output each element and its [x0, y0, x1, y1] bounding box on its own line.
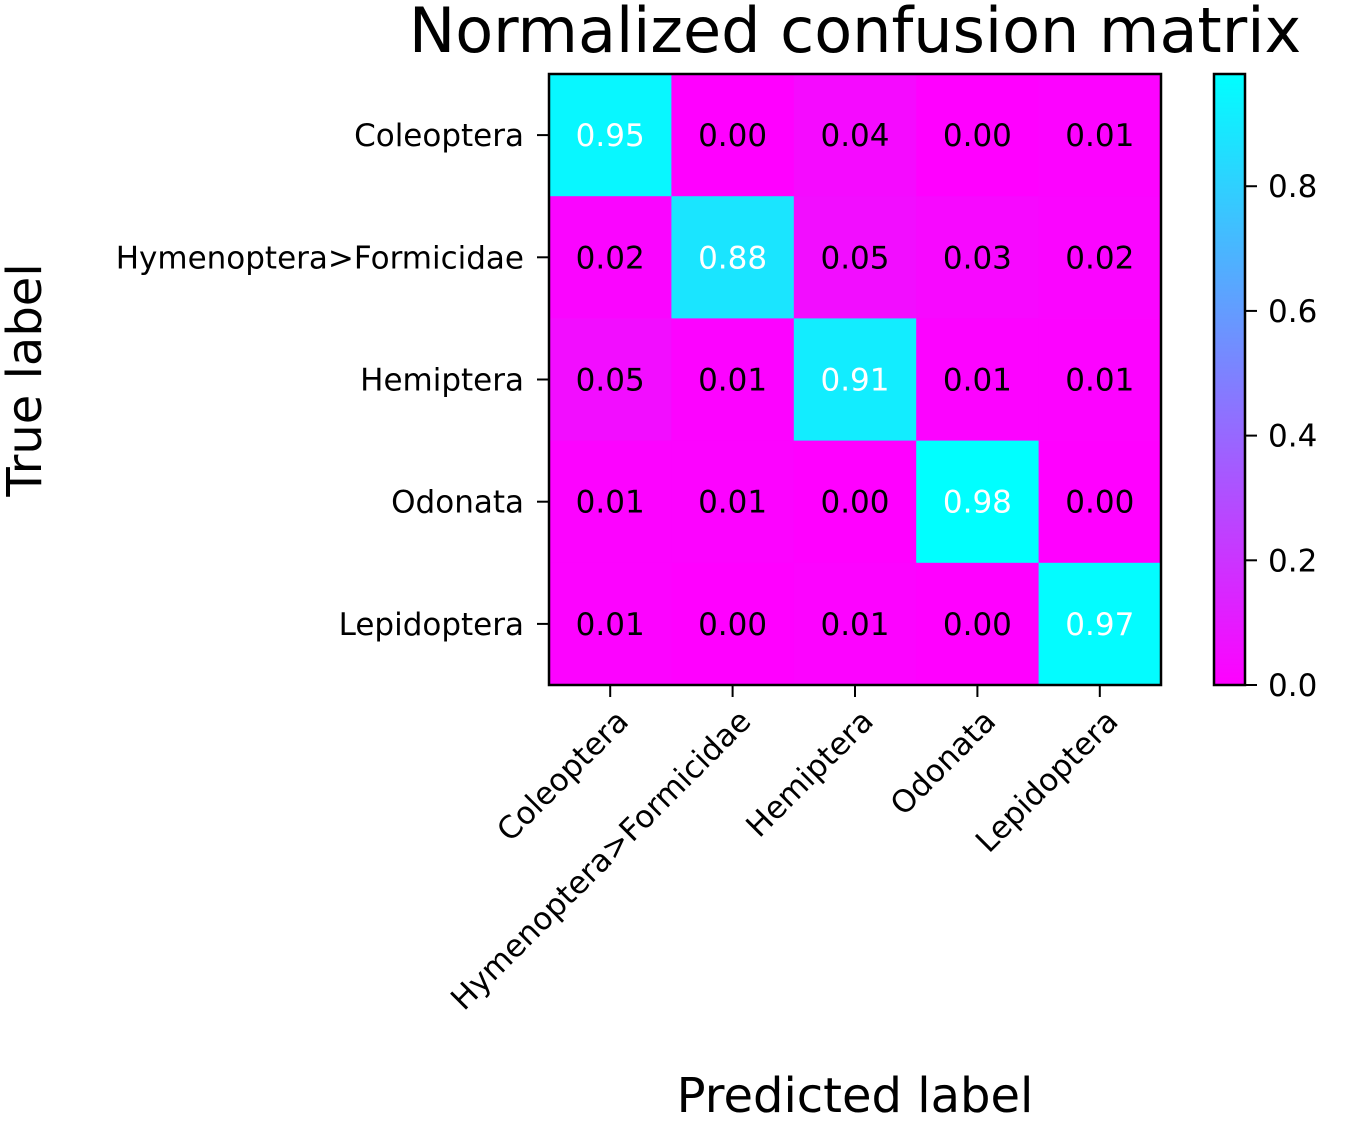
heatmap-cell [916, 196, 1040, 319]
x-axis-ticks: ColeopteraHymenoptera>FormicidaeHemipter… [444, 685, 1125, 1017]
heatmap-cell [671, 196, 795, 319]
heatmap-cell [793, 74, 917, 197]
heatmap-cells [549, 74, 1162, 686]
heatmap-cell [1038, 318, 1162, 442]
cell-value-label: 0.02 [1065, 240, 1134, 276]
cell-value-label: 0.05 [820, 240, 889, 276]
heatmap-cell [916, 318, 1040, 442]
colorbar-ticks: 0.0 0.2 0.4 0.6 0.8 [1245, 169, 1317, 704]
heatmap-cell [671, 440, 795, 564]
cell-value-label: 0.01 [576, 607, 645, 643]
chart-title: Normalized confusion matrix [409, 0, 1301, 67]
heatmap-cell [1038, 74, 1162, 197]
heatmap-cell [549, 440, 672, 564]
cell-value-label: 0.01 [576, 485, 645, 521]
cell-value-label: 0.88 [698, 240, 767, 276]
colorbar-gradient [1212, 72, 1247, 687]
cell-value-label: 0.00 [698, 607, 767, 643]
heatmap-cell [549, 562, 672, 686]
cell-value-label: 0.01 [698, 363, 767, 399]
heatmap-cell [916, 562, 1040, 686]
heatmap-cell [1038, 440, 1162, 564]
cell-value-label: 0.00 [698, 118, 767, 154]
y-tick-label: Lepidoptera [339, 607, 524, 643]
colorbar-tick-label: 0.6 [1268, 294, 1317, 330]
colorbar: 0.0 0.2 0.4 0.6 0.8 [1212, 72, 1317, 704]
heatmap-cell [793, 318, 917, 442]
cell-value-label: 0.03 [943, 240, 1012, 276]
cell-value-label: 0.01 [1065, 118, 1134, 154]
colorbar-tick-label: 0.2 [1268, 543, 1317, 579]
heatmap-cell [916, 440, 1040, 564]
heatmap-cell [549, 318, 672, 442]
heatmap-cell [793, 196, 917, 319]
cell-value-label: 0.01 [698, 485, 767, 521]
x-tick-label: Odonata [884, 703, 1003, 822]
heatmap-cell [1038, 196, 1162, 319]
cell-value-label: 0.01 [943, 363, 1012, 399]
x-tick-label: Hemiptera [739, 703, 880, 844]
y-tick-label: Coleoptera [354, 118, 524, 154]
y-tick-label: Odonata [391, 485, 524, 521]
cell-value-label: 0.91 [820, 363, 889, 399]
heatmap-cell [671, 318, 795, 442]
x-axis-label: Predicted label [677, 1068, 1034, 1124]
y-axis-label: True label [0, 263, 53, 497]
heatmap-cell [671, 74, 795, 197]
cell-value-label: 0.97 [1065, 607, 1134, 643]
heatmap-cell [793, 440, 917, 564]
colorbar-tick-label: 0.4 [1268, 419, 1317, 455]
cell-value-label: 0.04 [820, 118, 889, 154]
cell-value-label: 0.00 [1065, 485, 1134, 521]
heatmap-cell [916, 74, 1040, 197]
heatmap-cell [549, 196, 672, 319]
cell-value-label: 0.00 [943, 118, 1012, 154]
cell-value-label: 0.00 [943, 607, 1012, 643]
heatmap-cell [1038, 562, 1162, 686]
cell-value-label: 0.02 [576, 240, 645, 276]
heatmap-cell [793, 562, 917, 686]
y-tick-label: Hymenoptera>Formicidae [116, 240, 524, 276]
y-tick-label: Hemiptera [360, 363, 524, 399]
colorbar-tick-label: 0.0 [1268, 668, 1317, 704]
cell-value-label: 0.98 [943, 485, 1012, 521]
heatmap-cell-labels: 0.95 0.00 0.04 0.00 0.01 0.02 0.88 0.05 0.03 0.02… [576, 118, 1135, 643]
colorbar-tick-label: 0.8 [1268, 169, 1317, 205]
cell-value-label: 0.01 [820, 607, 889, 643]
cell-value-label: 0.05 [576, 363, 645, 399]
heatmap-cell [549, 74, 672, 197]
cell-value-label: 0.95 [576, 118, 645, 154]
cell-value-label: 0.01 [1065, 363, 1134, 399]
cell-value-label: 0.00 [820, 485, 889, 521]
heatmap-cell [671, 562, 795, 686]
y-axis-ticks: Coleoptera Hymenoptera>Formicidae Hemipter… [116, 118, 549, 643]
